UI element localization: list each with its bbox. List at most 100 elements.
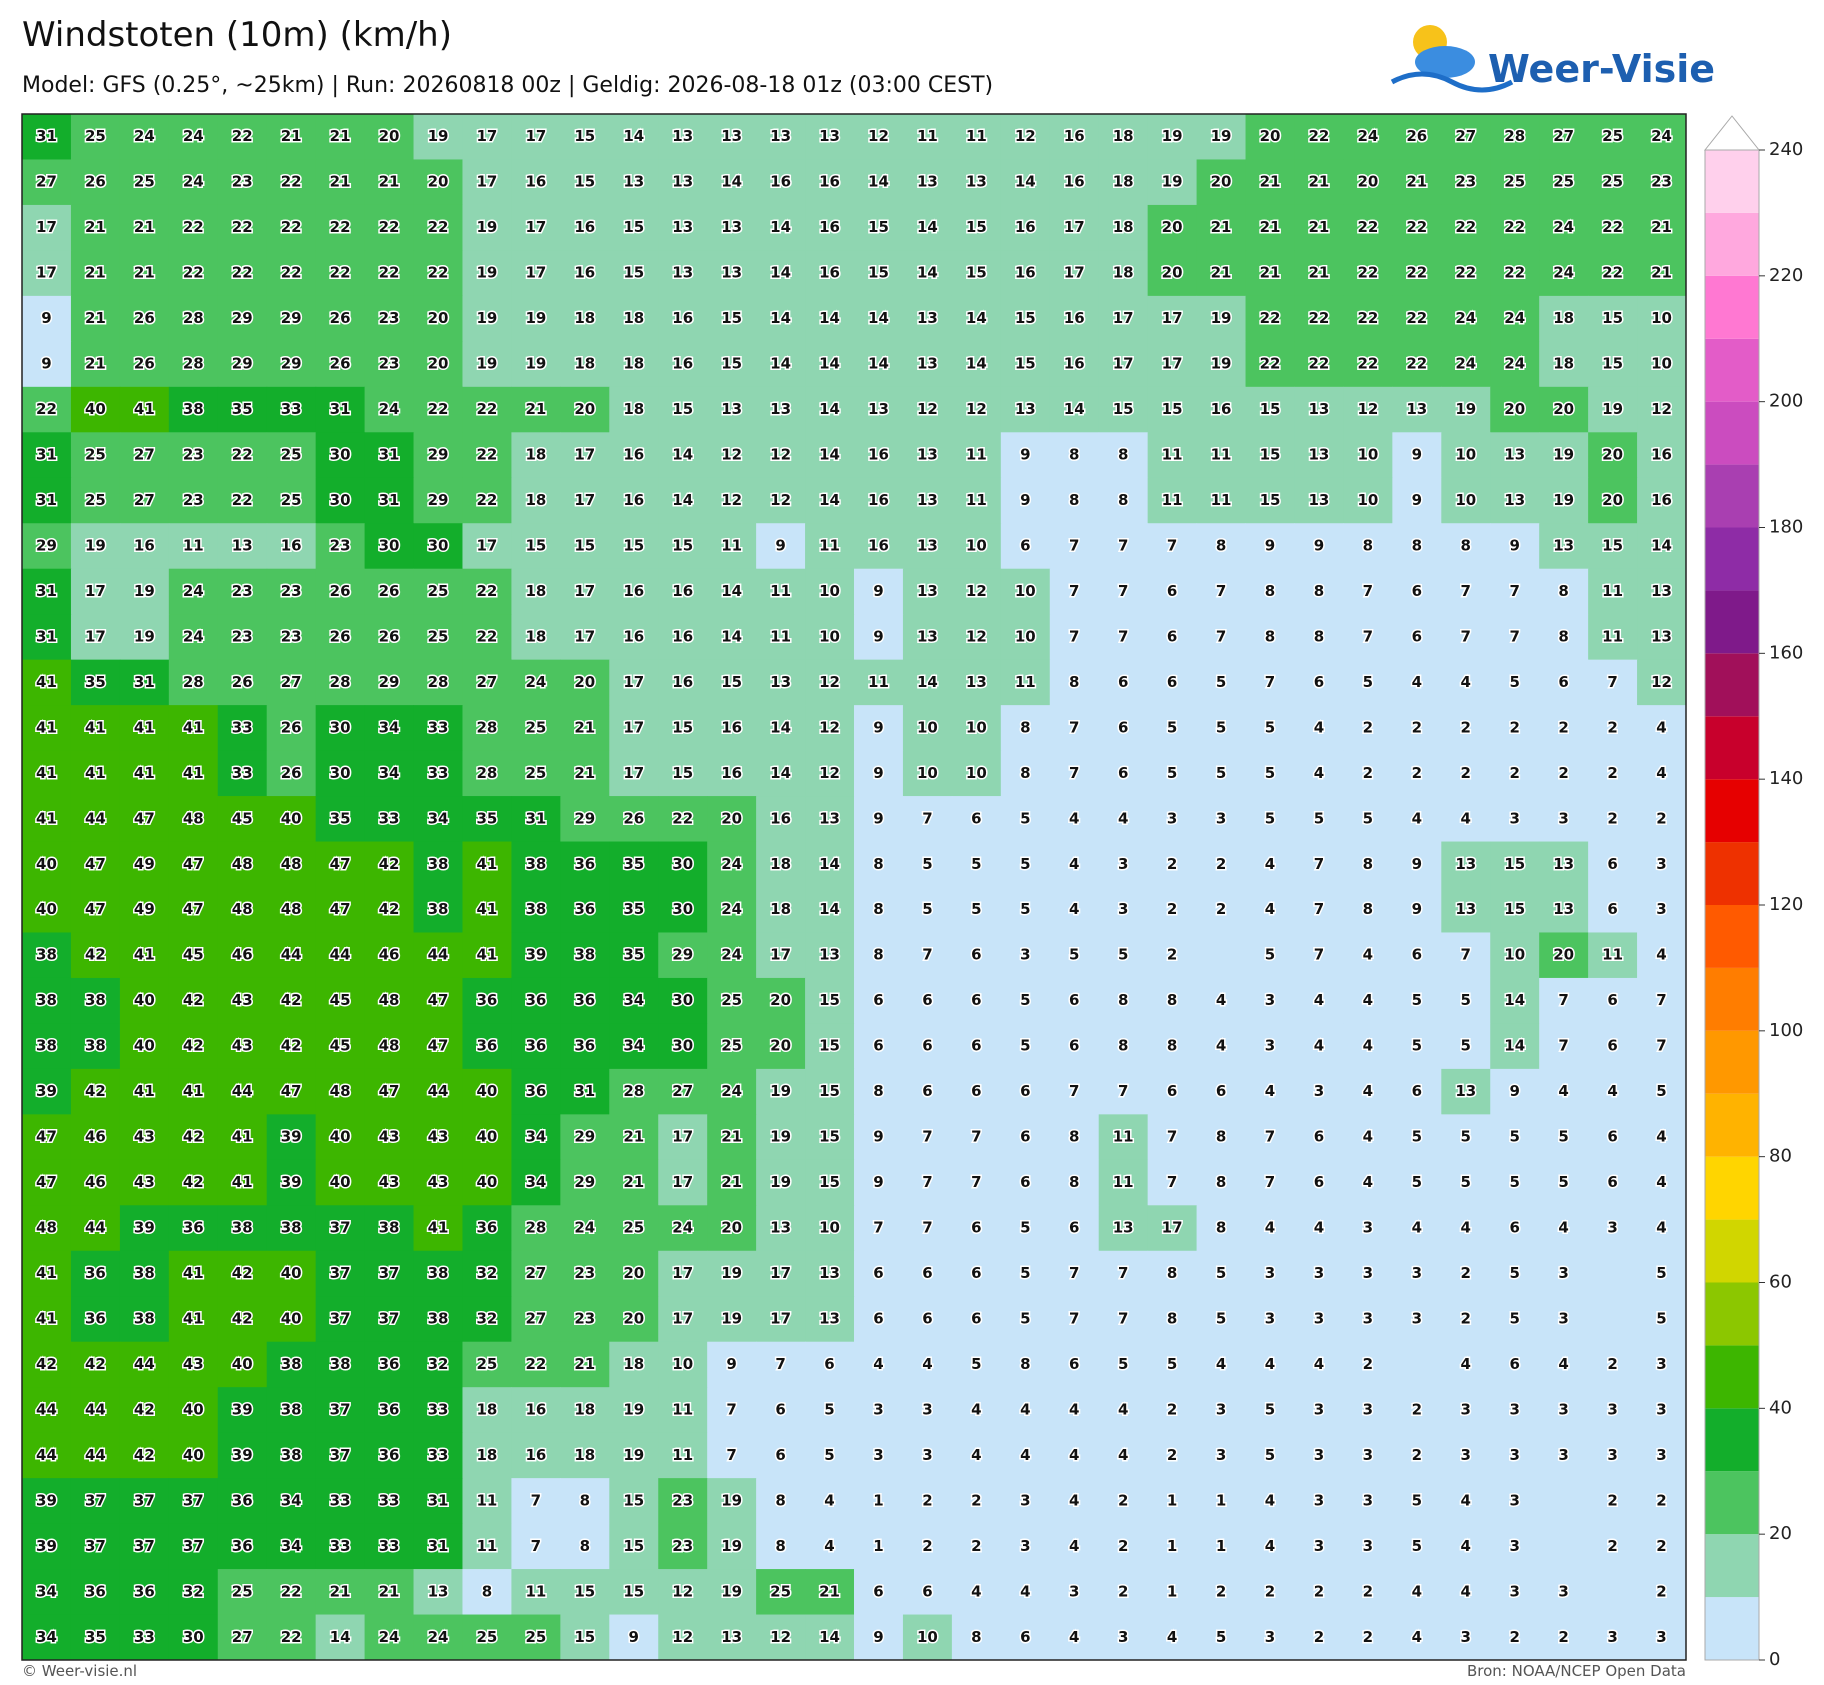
cell-value: 4 bbox=[1069, 1537, 1079, 1555]
cell-value: 15 bbox=[868, 218, 889, 236]
cell-value: 40 bbox=[134, 1037, 155, 1055]
cell-value: 3 bbox=[1461, 1628, 1471, 1646]
cell-value: 2 bbox=[1412, 1400, 1422, 1418]
value-cell bbox=[462, 1250, 512, 1297]
value-cell bbox=[1147, 523, 1198, 570]
cell-value: 4 bbox=[1656, 718, 1666, 736]
value-cell bbox=[1196, 1068, 1247, 1115]
cell-value: 14 bbox=[819, 400, 840, 418]
cell-value: 21 bbox=[574, 1355, 595, 1373]
cell-value: 15 bbox=[1602, 536, 1623, 554]
cell-value: 24 bbox=[183, 127, 204, 145]
value-cell bbox=[462, 1569, 512, 1616]
value-cell bbox=[707, 1296, 757, 1343]
cell-value: 5 bbox=[1020, 1264, 1030, 1282]
cell-value: 15 bbox=[819, 1037, 840, 1055]
cell-value: 5 bbox=[1314, 809, 1324, 827]
value-cell bbox=[364, 1159, 415, 1206]
value-cell bbox=[1294, 159, 1344, 206]
cell-value: 5 bbox=[1265, 1400, 1275, 1418]
value-cell bbox=[119, 432, 170, 479]
cell-value: 16 bbox=[281, 536, 302, 554]
value-cell bbox=[462, 1114, 512, 1161]
value-cell bbox=[364, 1296, 415, 1343]
value-cell bbox=[805, 204, 855, 251]
value-cell bbox=[1000, 1068, 1051, 1115]
value-cell bbox=[364, 977, 415, 1024]
cell-value: 41 bbox=[36, 809, 57, 827]
cell-value: 19 bbox=[721, 1491, 742, 1509]
value-cell bbox=[805, 1068, 855, 1115]
value-cell bbox=[1588, 432, 1638, 479]
value-cell bbox=[609, 159, 659, 206]
cell-value: 41 bbox=[134, 946, 155, 964]
cell-value: 36 bbox=[525, 991, 546, 1009]
colorbar-tick-label: 100 bbox=[1769, 1020, 1803, 1041]
cell-value: 8 bbox=[873, 1082, 883, 1100]
cell-value: 32 bbox=[183, 1582, 204, 1600]
cell-value: 38 bbox=[379, 1219, 400, 1237]
value-cell bbox=[1049, 1068, 1100, 1115]
value-cell bbox=[364, 341, 415, 388]
value-cell bbox=[707, 750, 757, 797]
cell-value: 4 bbox=[1167, 1628, 1177, 1646]
map-subtitle: Model: GFS (0.25°, ~25km) | Run: 2026081… bbox=[22, 73, 993, 98]
cell-value: 14 bbox=[917, 673, 938, 691]
cell-value: 8 bbox=[1020, 1355, 1030, 1373]
value-cell bbox=[413, 1023, 463, 1070]
cell-value: 35 bbox=[623, 855, 644, 873]
value-cell bbox=[119, 1114, 170, 1161]
value-cell bbox=[756, 114, 806, 160]
value-cell bbox=[951, 341, 1002, 388]
value-cell bbox=[315, 250, 366, 297]
value-cell bbox=[22, 1068, 72, 1115]
value-cell bbox=[756, 659, 806, 706]
value-cell bbox=[1441, 1023, 1491, 1070]
colorbar-tick-label: 120 bbox=[1769, 894, 1803, 915]
cell-value: 47 bbox=[379, 1082, 400, 1100]
value-cell bbox=[266, 932, 317, 979]
value-cell bbox=[1098, 1432, 1149, 1479]
cell-value: 6 bbox=[1118, 764, 1128, 782]
value-cell bbox=[854, 1250, 904, 1297]
value-cell bbox=[511, 568, 561, 615]
cell-value: 21 bbox=[1260, 264, 1281, 282]
cell-value: 21 bbox=[379, 173, 400, 191]
value-cell bbox=[756, 1523, 806, 1570]
value-cell bbox=[217, 1387, 268, 1434]
cell-value: 7 bbox=[1265, 673, 1275, 691]
cell-value: 10 bbox=[1015, 627, 1036, 645]
cell-value: 25 bbox=[477, 1628, 498, 1646]
cell-value: 47 bbox=[36, 1173, 57, 1191]
value-cell bbox=[413, 1387, 463, 1434]
cell-value: 10 bbox=[917, 764, 938, 782]
cell-value: 34 bbox=[623, 991, 644, 1009]
cell-value: 27 bbox=[672, 1082, 693, 1100]
value-cell bbox=[315, 1523, 366, 1570]
value-cell bbox=[1343, 1296, 1393, 1343]
cell-value: 17 bbox=[85, 582, 106, 600]
cell-value: 38 bbox=[183, 400, 204, 418]
cell-value: 7 bbox=[1118, 582, 1128, 600]
cell-value: 17 bbox=[477, 173, 498, 191]
cell-value: 33 bbox=[379, 1537, 400, 1555]
value-cell bbox=[315, 204, 366, 251]
cell-value: 3 bbox=[873, 1400, 883, 1418]
cell-value: 7 bbox=[1461, 582, 1471, 600]
value-cell bbox=[1294, 1114, 1344, 1161]
value-cell bbox=[1000, 432, 1051, 479]
value-cell bbox=[1637, 1523, 1687, 1570]
value-cell bbox=[413, 1205, 463, 1252]
cell-value: 6 bbox=[1607, 1128, 1617, 1146]
value-cell bbox=[1294, 750, 1344, 797]
cell-value: 19 bbox=[623, 1446, 644, 1464]
value-cell bbox=[658, 705, 708, 752]
cell-value: 44 bbox=[36, 1400, 57, 1418]
cell-value: 16 bbox=[574, 264, 595, 282]
cell-value: 9 bbox=[1020, 446, 1030, 464]
cell-value: 3 bbox=[1314, 1537, 1324, 1555]
colorbar-segment bbox=[1705, 590, 1759, 654]
cell-value: 2 bbox=[1412, 718, 1422, 736]
cell-value: 30 bbox=[330, 764, 351, 782]
value-cell bbox=[1196, 1114, 1247, 1161]
